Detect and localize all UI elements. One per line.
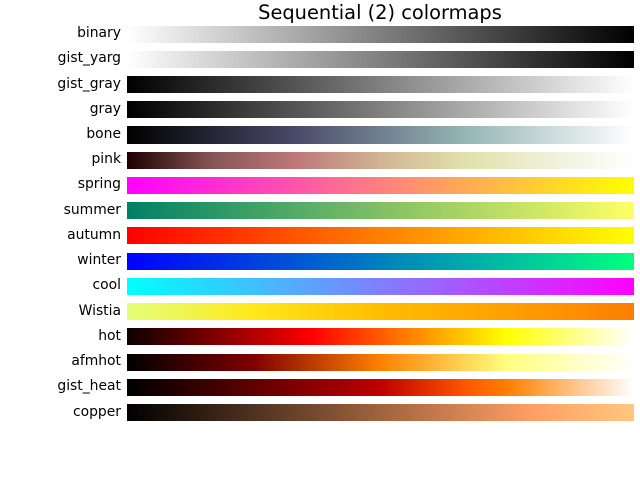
colormap-row: autumn	[67, 227, 634, 245]
colormap-label: summer	[63, 201, 121, 218]
colormap-row: bone	[86, 126, 634, 144]
colormap-bar-winter	[126, 252, 634, 270]
colormap-bar-pink	[126, 151, 634, 169]
colormap-label: gist_heat	[57, 378, 121, 395]
colormap-row: Wistia	[79, 303, 634, 321]
colormap-label: gist_yarg	[57, 50, 121, 67]
colormap-bar-gist_gray	[126, 75, 634, 94]
colormap-row: hot	[98, 328, 634, 346]
colormap-bar-hot	[126, 328, 634, 346]
colormap-row: winter	[77, 252, 634, 270]
colormap-row: cool	[93, 277, 634, 295]
colormap-bar-binary	[126, 25, 634, 43]
colormap-label: pink	[91, 151, 121, 168]
colormap-label: gist_gray	[57, 75, 121, 92]
colormap-row: afmhot	[71, 353, 634, 371]
colormap-row: copper	[73, 403, 634, 422]
colormap-bar-autumn	[126, 227, 634, 245]
colormap-row: summer	[64, 202, 634, 220]
colormap-bar-copper	[126, 403, 634, 422]
colormap-row: gist_yarg	[58, 50, 634, 68]
colormap-row: spring	[78, 176, 634, 194]
colormap-label: spring	[77, 176, 121, 193]
colormap-bar-Wistia	[126, 303, 634, 321]
chart-title: Sequential (2) colormaps	[258, 1, 502, 24]
colormap-bar-gist_heat	[126, 378, 634, 396]
colormap-label: hot	[98, 327, 121, 344]
colormap-row: gray	[90, 101, 634, 119]
colormap-bar-summer	[126, 202, 634, 220]
colormap-bar-afmhot	[126, 353, 634, 371]
colormap-label: autumn	[67, 226, 121, 243]
colormap-bar-cool	[126, 277, 634, 295]
colormap-label: gray	[89, 100, 121, 117]
colormap-row: pink	[91, 151, 634, 169]
colormap-label: afmhot	[71, 353, 121, 370]
colormap-label: copper	[72, 403, 121, 420]
colormap-row: gist_heat	[57, 378, 634, 396]
colormap-bar-gray	[126, 101, 634, 119]
colormap-bar-spring	[126, 176, 634, 194]
colormap-label: bone	[86, 126, 121, 143]
colormap-row: gist_gray	[57, 75, 634, 94]
colormap-bar-gist_yarg	[126, 50, 634, 68]
colormap-label: winter	[77, 252, 121, 269]
colormap-label: cool	[92, 277, 122, 294]
colormap-bar-bone	[126, 126, 634, 144]
colormap-label: Wistia	[78, 302, 121, 319]
colormap-row: binary	[77, 25, 634, 43]
colormap-label: binary	[77, 25, 121, 42]
